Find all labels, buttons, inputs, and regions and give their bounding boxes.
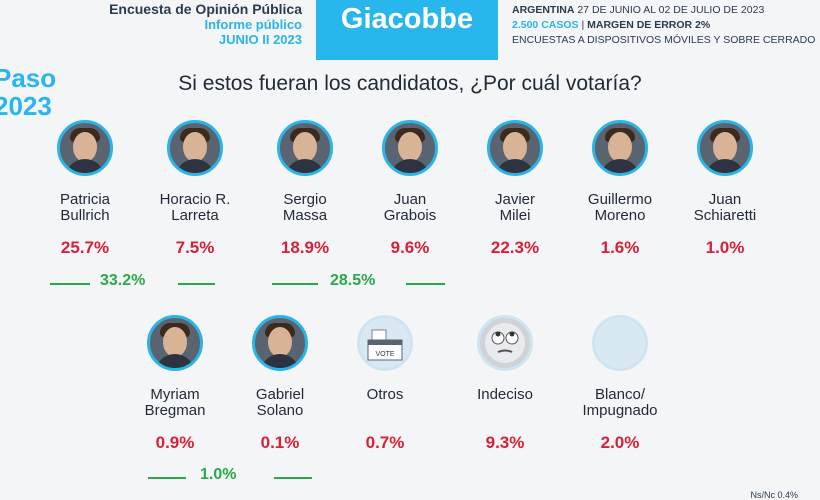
candidate-photo [697,120,753,176]
candidate-card: Myriam Bregman 0.9% [110,315,240,453]
candidate-name-line2: Massa [282,207,328,224]
question-title: Si estos fueran los candidatos, ¿Por cuá… [178,72,642,95]
candidate-percent: 2.0% [600,433,640,452]
coalition-total: 28.5% [330,272,376,289]
candidate-name-line2: Grabois [383,207,437,224]
candidate-name: Indeciso [440,387,570,419]
coalition-total: 1.0% [200,466,237,483]
candidate-percent: 1.0% [705,238,745,257]
candidate-name-line2: Bullrich [60,207,110,224]
coalition-line [274,477,312,479]
coalition-total: 33.2% [100,272,146,289]
coalition-line [406,283,445,285]
svg-text:VOTE: VOTE [375,351,394,358]
candidate-name: Juan Schiaretti [660,192,790,224]
report-type: Informe público [204,17,303,32]
candidate-name-line2: Moreno [594,207,646,224]
paso-year: 2023 [0,91,52,121]
candidate-name: Myriam Bregman [110,387,240,419]
candidate-name-line2: Bregman [144,402,206,419]
survey-method: ENCUESTAS A DISPOSITIVOS MÓVILES Y SOBRE… [512,34,816,46]
candidate-name-line1: Gabriel [255,386,305,403]
candidate-card: VOTE Otros 0.7% [320,315,450,453]
ballot-box-icon: VOTE [357,315,413,371]
candidate-percent: 0.1% [260,433,300,452]
coalition-line [50,283,90,285]
candidate-name: Guillermo Moreno [555,192,685,224]
candidate-name-line2: Solano [256,402,304,419]
candidate-photo [592,120,648,176]
candidate-name: Otros [320,387,450,419]
candidate-percent: 9.3% [485,433,525,452]
candidate-name-line2: Larreta [171,207,219,224]
candidate-percent: 1.6% [600,238,640,257]
survey-title: Encuesta de Opinión Pública [109,1,302,17]
candidate-card: Patricia Bullrich 25.7% [20,120,150,258]
case-count: 2.500 CASOS [512,19,579,31]
candidate-card: Juan Schiaretti 1.0% [660,120,790,258]
brand-logo: Giacobbe [316,0,498,60]
candidate-name: Javier Milei [450,192,580,224]
candidate-photo [277,120,333,176]
candidate-name-line1: Javier [494,191,535,208]
blank-circle-icon [592,315,648,371]
paso-word: Paso [0,63,57,93]
candidate-name-line2: Schiaretti [693,207,757,224]
candidate-percent: 0.9% [155,433,195,452]
candidate-name-line2: Impugnado [582,402,658,419]
candidate-photo [382,120,438,176]
coalition-line [148,477,186,479]
survey-dates: 27 DE JUNIO AL 02 DE JULIO DE 2023 [577,4,765,16]
candidate-name-line1: Otros [366,386,404,403]
candidate-percent: 18.9% [280,238,330,257]
candidate-name-line1: Juan [393,191,427,208]
candidate-percent: 0.7% [365,433,405,452]
error-margin: MARGEN DE ERROR 2% [587,19,711,31]
candidate-photo [252,315,308,371]
candidate-card: Blanco/Impugnado 2.0% [555,315,685,453]
candidate-percent: 9.6% [390,238,430,257]
candidate-card: Indeciso 9.3% [440,315,570,453]
paso-label: Paso 2023 [0,64,56,120]
candidate-name-line1: Indeciso [477,386,533,403]
candidate-name-line1: Juan [708,191,742,208]
candidate-name: Horacio R. Larreta [130,192,260,224]
candidate-name: Patricia Bullrich [20,192,150,224]
footnote: Ns/Nc 0.4% [750,490,798,500]
candidate-card: Javier Milei 22.3% [450,120,580,258]
candidate-percent: 25.7% [60,238,110,257]
survey-details: ARGENTINA 27 DE JUNIO AL 02 DE JULIO DE … [512,4,816,46]
candidate-name: Blanco/Impugnado [555,387,685,419]
rolling-eyes-emoji-icon [477,315,533,371]
candidate-card: Juan Grabois 9.6% [345,120,475,258]
candidate-name-line1: Blanco/ [594,386,646,403]
candidate-card: Sergio Massa 18.9% [240,120,370,258]
candidate-name-line1: Horacio R. [159,191,231,208]
candidate-name: Juan Grabois [345,192,475,224]
candidate-photo [167,120,223,176]
candidate-name: Sergio Massa [240,192,370,224]
candidate-photo [147,315,203,371]
candidate-percent: 22.3% [490,238,540,257]
candidate-card: Horacio R. Larreta 7.5% [130,120,260,258]
report-period: JUNIO II 2023 [218,32,302,47]
candidate-card: Gabriel Solano 0.1% [215,315,345,453]
candidate-name-line1: Myriam [150,386,200,403]
country: ARGENTINA [512,4,575,16]
candidate-name-line2: Milei [499,207,531,224]
survey-header: Encuesta de Opinión Pública Informe públ… [0,1,303,48]
candidate-name-line1: Sergio [283,191,327,208]
candidate-card: Guillermo Moreno 1.6% [555,120,685,258]
coalition-line [178,283,215,285]
candidate-name: Gabriel Solano [215,387,345,419]
candidate-photo [487,120,543,176]
candidate-name-line1: Patricia [59,191,111,208]
candidate-percent: 7.5% [175,238,215,257]
coalition-line [272,283,318,285]
candidate-photo [57,120,113,176]
candidate-name-line1: Guillermo [587,191,653,208]
